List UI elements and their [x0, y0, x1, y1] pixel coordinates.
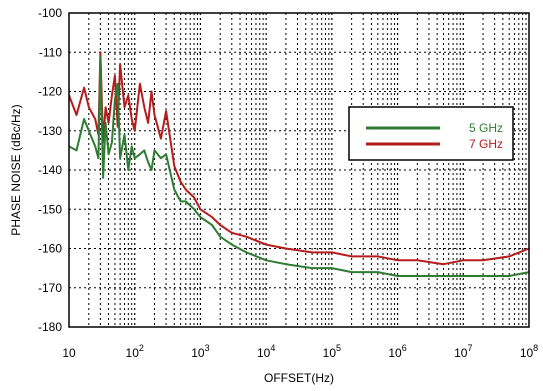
y-tick-label: -180	[38, 320, 62, 334]
x-tick-label: 107	[454, 343, 472, 360]
x-tick-label: 103	[191, 343, 209, 360]
x-tick-label: 10	[62, 346, 76, 360]
y-tick-label: -100	[38, 6, 62, 20]
x-tick-label: 105	[323, 343, 341, 360]
series-line-5ghz	[68, 55, 530, 277]
y-tick-label: -130	[38, 124, 62, 138]
series-line-7ghz	[68, 51, 530, 266]
legend-label-5ghz: 5 GHz	[469, 121, 503, 135]
x-tick-label: 106	[388, 343, 406, 360]
x-tick-label: 108	[520, 343, 538, 360]
series-layer	[68, 51, 530, 277]
y-tick-label: -160	[38, 242, 62, 256]
x-tick-label: 102	[126, 343, 144, 360]
x-axis-title: OFFSET(Hz)	[264, 371, 334, 385]
y-tick-label: -140	[38, 163, 62, 177]
legend: 5 GHz 7 GHz	[348, 106, 514, 161]
grid	[69, 13, 529, 327]
y-tick-label: -170	[38, 281, 62, 295]
legend-label-7ghz: 7 GHz	[469, 137, 503, 151]
y-tick-label: -150	[38, 202, 62, 216]
y-tick-label: -110	[39, 45, 62, 59]
plot-area-frame	[68, 12, 530, 328]
legend-box	[348, 106, 514, 161]
x-tick-label: 104	[257, 343, 275, 360]
y-axis-title: PHASE NOISE (dBc/Hz)	[9, 104, 23, 235]
y-tick-label: -120	[38, 85, 62, 99]
